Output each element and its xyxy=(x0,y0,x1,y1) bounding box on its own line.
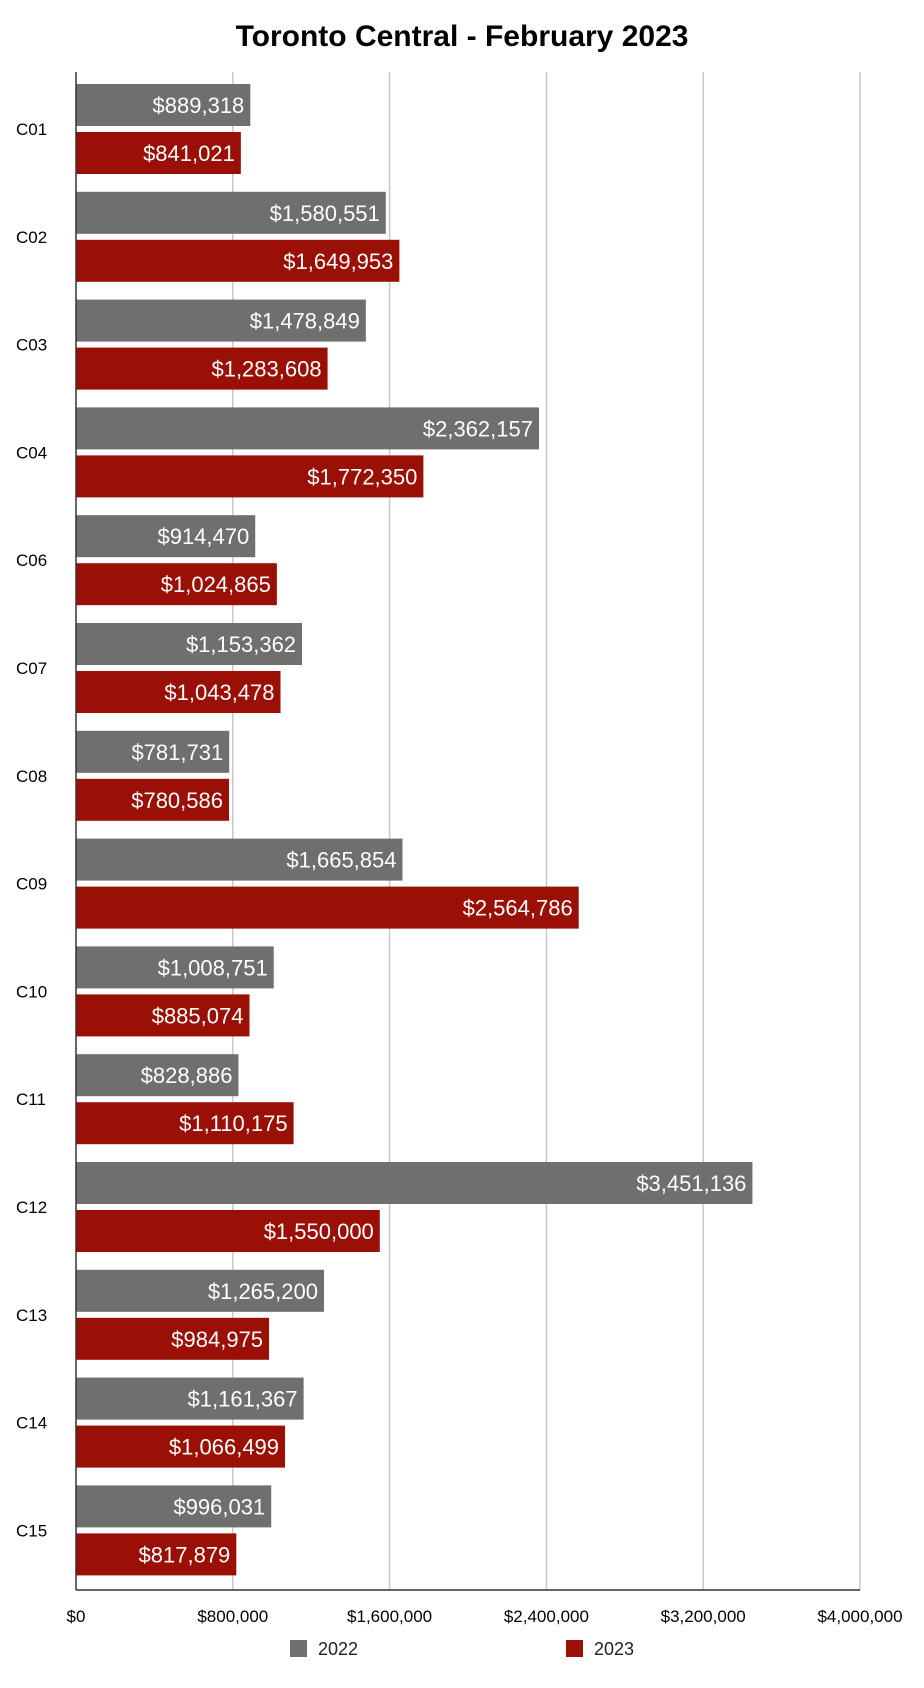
bar-2022-C06 xyxy=(76,515,256,558)
x-tick-label: $4,000,000 xyxy=(817,1607,902,1626)
x-tick-label: $3,200,000 xyxy=(661,1607,746,1626)
legend-swatch-2022 xyxy=(290,1640,307,1657)
data-label: $3,451,136 xyxy=(636,1171,746,1196)
x-tick-label: $2,400,000 xyxy=(504,1607,589,1626)
data-label: $2,362,157 xyxy=(423,416,533,441)
data-label: $889,318 xyxy=(153,93,245,118)
data-label: $1,478,849 xyxy=(250,309,360,334)
data-label: $841,021 xyxy=(143,141,235,166)
bars xyxy=(76,84,753,1576)
bar-2023-C06 xyxy=(76,563,277,606)
data-label: $1,110,175 xyxy=(179,1111,287,1136)
data-label: $1,283,608 xyxy=(211,357,321,382)
category-label: C03 xyxy=(16,336,47,355)
data-label: $984,975 xyxy=(171,1327,263,1352)
data-labels: $889,318 $841,021 $1,580,551 $1,649,953 $1,4… xyxy=(131,93,746,1567)
legend-label: 2022 xyxy=(318,1639,358,1659)
data-label: $1,580,551 xyxy=(270,201,380,226)
bar-2023-C12 xyxy=(76,1210,380,1252)
bar-2022-C03 xyxy=(76,299,366,342)
data-label: $885,074 xyxy=(152,1003,244,1028)
data-label: $996,031 xyxy=(173,1494,265,1519)
category-label: C06 xyxy=(16,551,47,570)
legend-label: 2023 xyxy=(594,1639,634,1659)
bar-2022-C14 xyxy=(76,1377,304,1420)
legend-swatch-2023 xyxy=(566,1640,583,1657)
bar-2022-C12 xyxy=(76,1162,753,1204)
data-label: $2,564,786 xyxy=(463,896,573,921)
category-label: C13 xyxy=(16,1306,47,1325)
data-label: $817,879 xyxy=(139,1542,231,1567)
data-label: $1,265,200 xyxy=(208,1279,318,1304)
category-label: C07 xyxy=(16,659,47,678)
bar-2023-C04 xyxy=(76,455,424,498)
bar-2023-C14 xyxy=(76,1425,286,1468)
bar-2022-C01 xyxy=(76,84,251,126)
bar-2023-C03 xyxy=(76,347,328,390)
data-label: $1,772,350 xyxy=(307,464,417,489)
bar-2022-C11 xyxy=(76,1054,239,1097)
bar-2023-C02 xyxy=(76,239,400,282)
bar-2022-C04 xyxy=(76,407,539,450)
data-label: $1,550,000 xyxy=(264,1219,374,1244)
bar-2023-C07 xyxy=(76,671,281,713)
category-label: C14 xyxy=(16,1414,47,1433)
data-label: $1,649,953 xyxy=(283,249,393,274)
x-tick-label: $800,000 xyxy=(197,1607,268,1626)
bar-2023-C11 xyxy=(76,1102,294,1145)
data-label: $1,066,499 xyxy=(169,1435,279,1460)
category-label: C12 xyxy=(16,1198,47,1217)
category-label: C08 xyxy=(16,767,47,786)
data-label: $781,731 xyxy=(131,740,223,765)
data-label: $1,665,854 xyxy=(286,848,396,873)
bar-2023-C13 xyxy=(76,1317,270,1360)
bar-2023-C09 xyxy=(76,886,579,929)
chart-title: Toronto Central - February 2023 xyxy=(236,20,689,53)
bar-2022-C13 xyxy=(76,1269,324,1312)
category-label: C11 xyxy=(16,1090,46,1109)
data-label: $828,886 xyxy=(141,1063,233,1088)
data-label: $1,161,367 xyxy=(188,1387,298,1412)
bar-2022-C07 xyxy=(76,623,303,665)
data-label: $914,470 xyxy=(157,524,249,549)
category-label: C02 xyxy=(16,228,47,247)
bar-2022-C02 xyxy=(76,191,386,234)
bar-2023-C15 xyxy=(76,1533,237,1576)
bar-2023-C08 xyxy=(76,778,229,821)
data-label: $1,008,751 xyxy=(158,955,268,980)
data-label: $1,024,865 xyxy=(161,572,271,597)
x-tick-label: $0 xyxy=(67,1607,86,1626)
category-label: C09 xyxy=(16,875,47,894)
x-tick-label: $1,600,000 xyxy=(347,1607,432,1626)
bar-2023-C01 xyxy=(76,132,241,174)
bar-2022-C08 xyxy=(76,730,230,773)
bar-2022-C15 xyxy=(76,1485,272,1528)
data-label: $780,586 xyxy=(131,788,223,813)
bar-2023-C10 xyxy=(76,994,250,1037)
bar-2022-C09 xyxy=(76,838,403,881)
category-label: C04 xyxy=(16,443,47,462)
bar-2022-C10 xyxy=(76,946,274,989)
data-label: $1,153,362 xyxy=(186,632,296,657)
category-label: C10 xyxy=(16,982,47,1001)
category-label: C01 xyxy=(16,120,47,139)
category-label: C15 xyxy=(16,1521,47,1540)
axes: $0 $800,000 $1,600,000 $2,400,000 $3,200,000… xyxy=(16,72,903,1626)
data-label: $1,043,478 xyxy=(164,680,274,705)
legend: 2022 2023 xyxy=(290,1639,634,1659)
